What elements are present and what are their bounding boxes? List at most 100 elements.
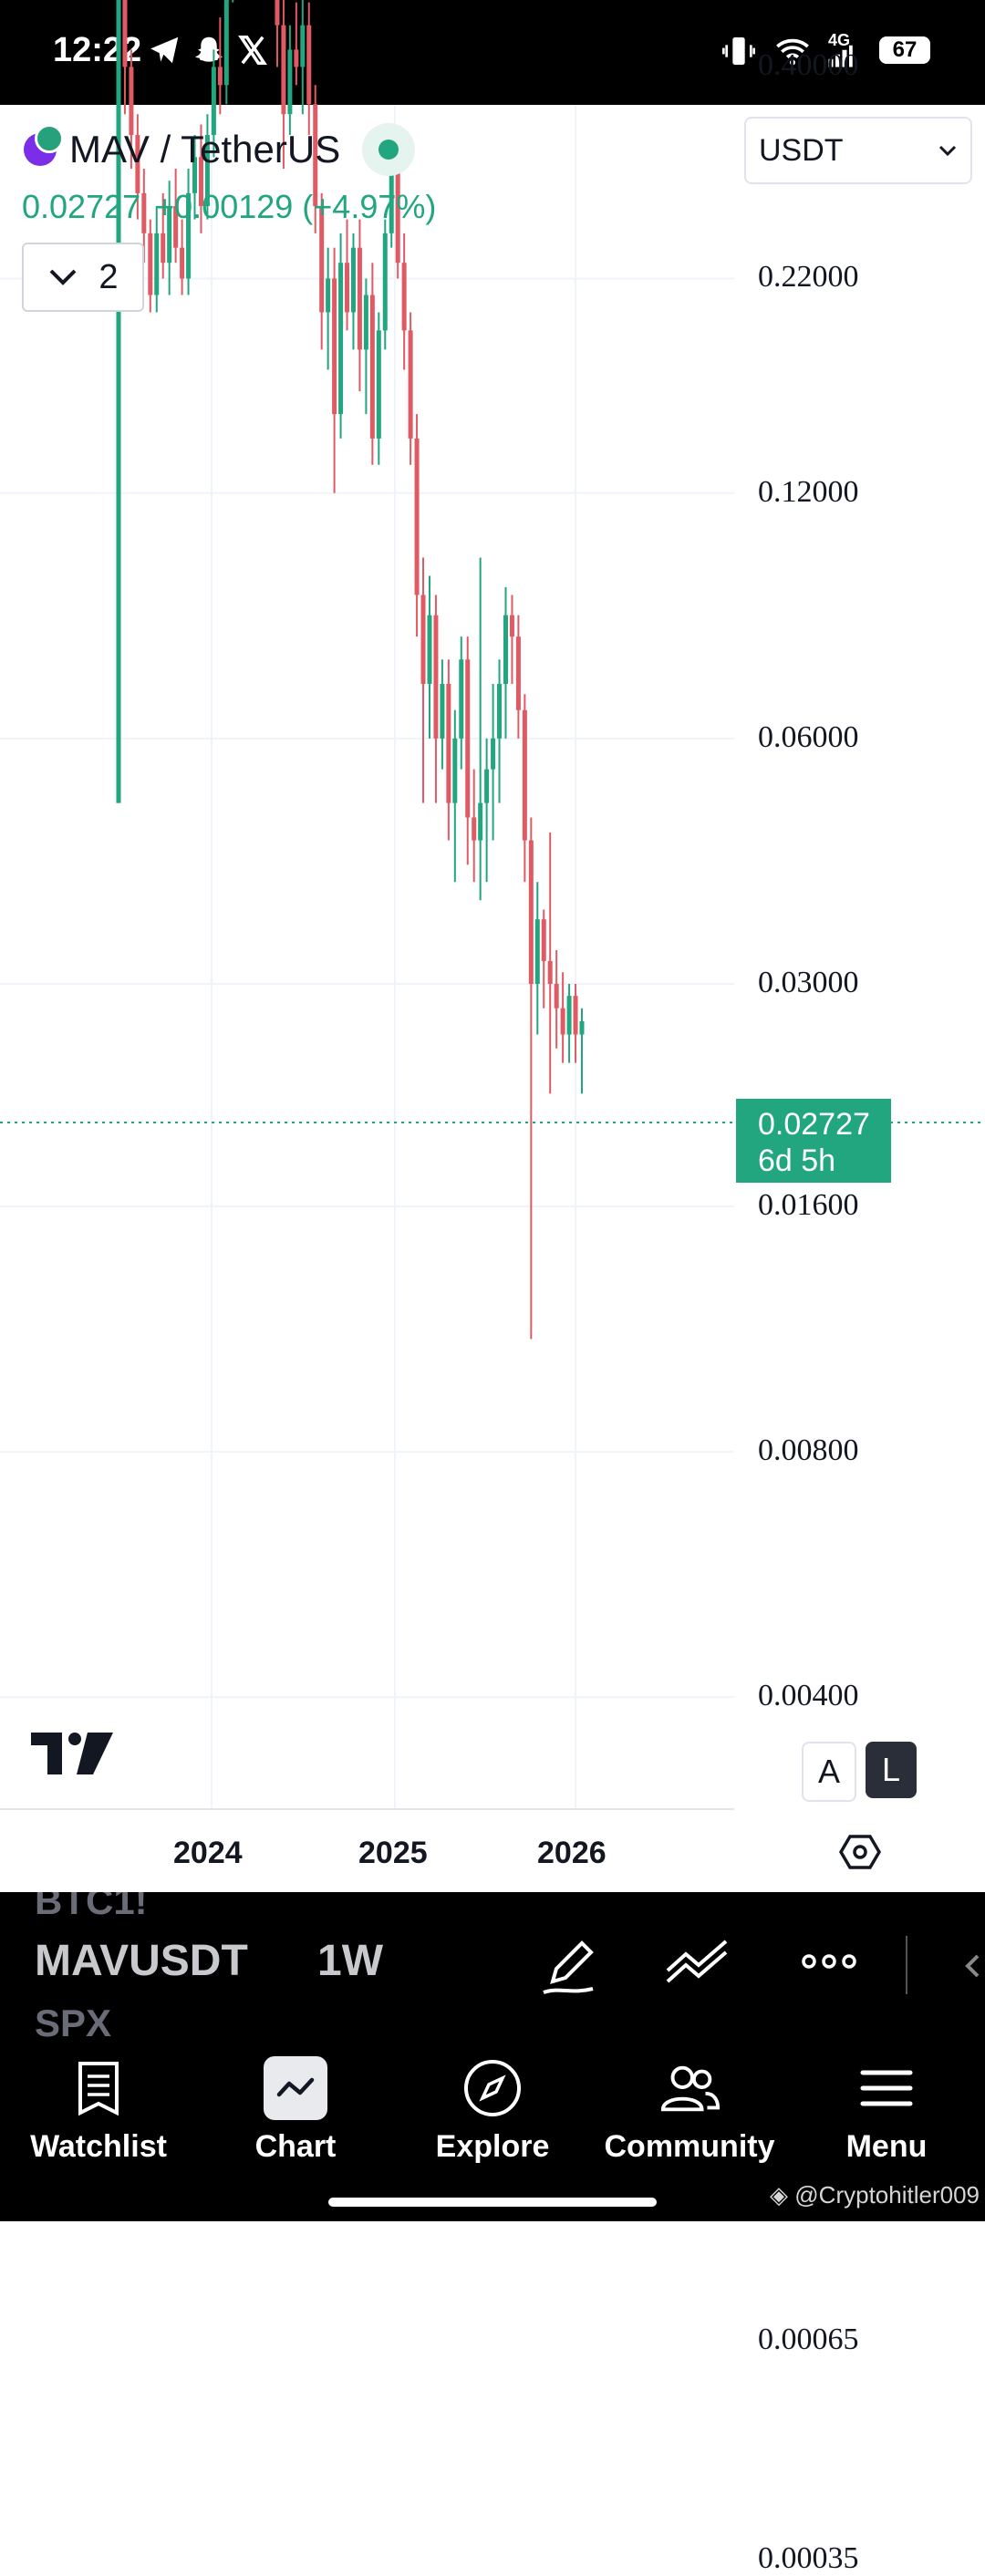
candle-down [541, 919, 546, 961]
price-axis-label: 0.03000 [758, 965, 859, 999]
candle-down [198, 157, 203, 206]
symbol-carousel-prev[interactable]: BTC1! [35, 1892, 148, 1922]
candle-down [345, 263, 350, 313]
candle-up [350, 247, 356, 313]
tradingview-logo-icon[interactable] [31, 1733, 115, 1778]
price-change-pct: (+4.97%) [302, 188, 437, 225]
toolbar-symbol[interactable]: MAVUSDT [35, 1937, 248, 1985]
candle-up [459, 659, 464, 739]
chart-settings-icon[interactable] [839, 1831, 881, 1873]
time-axis-label: 2026 [537, 1836, 607, 1870]
candle-down [319, 205, 325, 313]
candle-down [357, 247, 362, 350]
candle-down [395, 145, 400, 264]
tab-community[interactable]: Community [591, 2038, 788, 2221]
market-status-icon[interactable] [362, 123, 416, 176]
candle-down [135, 135, 140, 193]
candle-series [116, 0, 585, 1340]
log-scale-button[interactable]: L [866, 1742, 917, 1798]
candle-down [433, 615, 439, 739]
vibrate-icon [722, 37, 755, 65]
candle-down [446, 684, 451, 803]
tab-label: Explore [435, 2129, 550, 2164]
currency-select[interactable]: USDT [744, 117, 972, 184]
tab-chart[interactable]: Chart [197, 2038, 394, 2221]
trend-tools-icon[interactable] [664, 1934, 731, 1989]
candle-down [560, 1008, 565, 1035]
price-axis-label: 0.00065 [758, 2322, 859, 2356]
tab-watchlist[interactable]: Watchlist [0, 2038, 197, 2221]
candle-down [148, 233, 153, 295]
candle-down [401, 263, 407, 331]
price-axis-label: 0.22000 [758, 260, 859, 295]
candle-up [338, 263, 344, 415]
tab-explore[interactable]: Explore [394, 2038, 591, 2221]
candle-down [173, 205, 179, 248]
candle-up [579, 1020, 585, 1035]
network-type: 4G [828, 31, 851, 49]
candle-up [440, 684, 445, 739]
candle-up [491, 738, 496, 770]
indicator-count: 2 [98, 257, 119, 296]
candle-down [141, 192, 147, 233]
candle-down [294, 49, 299, 67]
candle-down [554, 983, 559, 1009]
more-options-icon[interactable] [801, 1952, 857, 1971]
home-indicator[interactable] [328, 2198, 657, 2207]
candle-down [281, 25, 286, 115]
candle-countdown: 6d 5h [758, 1143, 836, 1178]
candle-down [472, 817, 477, 841]
diamond-icon: ◈ [770, 2181, 789, 2209]
last-price-tag: 0.02727 6d 5h [736, 1099, 891, 1183]
tab-bar: Watchlist Chart Explore Community [0, 2038, 985, 2221]
candle-up [167, 205, 172, 264]
candle-up [478, 802, 483, 841]
coin-logo-icon [24, 124, 64, 166]
chevron-down-icon [50, 269, 77, 285]
price-axis-label: 0.12000 [758, 474, 859, 509]
candle-up [534, 919, 540, 984]
candle-down [275, 0, 280, 26]
indicators-toggle-button[interactable]: 2 [22, 243, 144, 312]
candle-up [211, 67, 216, 136]
candle-up [287, 49, 293, 115]
symbol-header[interactable]: MAV / TetherUS [24, 123, 416, 176]
candle-up [363, 295, 368, 350]
price-axis-label: 0.01600 [758, 1188, 859, 1222]
candle-down [573, 996, 578, 1035]
price-axis-label: 0.40000 [758, 48, 859, 83]
candle-up [186, 192, 192, 279]
time-axis-label: 2025 [358, 1836, 428, 1870]
chart-toolbar: BTC1! MAVUSDT 1W SPX [0, 1892, 985, 2038]
chart-area[interactable] [0, 105, 985, 1892]
chevron-left-icon[interactable] [963, 1952, 981, 1980]
candle-up [389, 145, 394, 233]
watchlist-icon [78, 2062, 119, 2116]
candle-down [522, 709, 527, 841]
candle-up [503, 615, 508, 685]
candle-down [122, 0, 128, 67]
battery-indicator: 67 [879, 36, 930, 64]
candle-up [326, 278, 331, 313]
chevron-down-icon [938, 145, 957, 157]
candle-down [306, 25, 312, 105]
candle-down [420, 595, 426, 685]
watermark: ◈ @Cryptohitler009 [770, 2181, 980, 2209]
tab-label: Watchlist [30, 2129, 167, 2164]
pencil-draw-icon[interactable] [540, 1934, 598, 1998]
symbol-title[interactable]: MAV / TetherUS [69, 128, 341, 171]
candle-down [332, 278, 337, 415]
tab-label: Chart [254, 2129, 337, 2164]
community-icon [660, 2065, 721, 2112]
auto-scale-button[interactable]: A [802, 1742, 856, 1802]
telegram-icon [150, 36, 179, 64]
candle-up [300, 25, 306, 67]
toolbar-interval[interactable]: 1W [317, 1937, 383, 1985]
signal-icon [828, 45, 853, 67]
symbol-carousel-next[interactable]: SPX [35, 2002, 112, 2038]
candle-up [566, 996, 572, 1035]
tab-menu[interactable]: Menu [788, 2038, 985, 2221]
candle-up [376, 330, 381, 439]
last-price: 0.02727 [22, 188, 141, 225]
candle-up [484, 769, 490, 803]
